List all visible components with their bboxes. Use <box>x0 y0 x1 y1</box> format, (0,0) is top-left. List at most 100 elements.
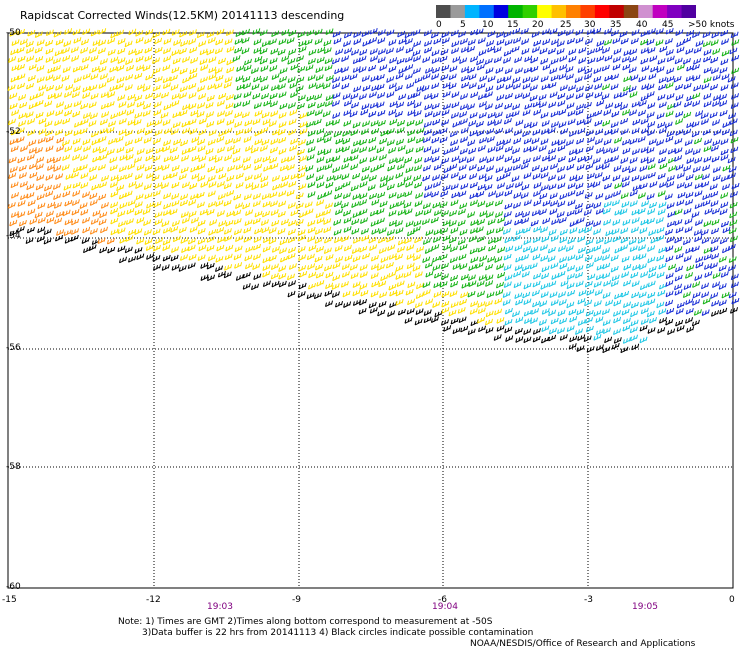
wind-barb <box>180 193 189 201</box>
wind-barb <box>496 325 505 332</box>
wind-barb <box>685 173 694 181</box>
wind-barb <box>585 325 594 333</box>
lon-label: -6 <box>438 595 447 605</box>
wind-barb <box>620 346 629 354</box>
wind-barb <box>586 346 595 353</box>
wind-barb <box>538 319 547 326</box>
wind-barb <box>343 244 352 252</box>
wind-barb <box>64 145 73 153</box>
wind-barb <box>341 74 350 82</box>
wind-barb <box>200 64 209 71</box>
wind-barb <box>559 193 568 200</box>
wind-barb <box>99 127 108 135</box>
wind-barb <box>676 182 685 189</box>
wind-barb <box>640 146 649 153</box>
wind-barb <box>585 92 594 99</box>
wind-barb <box>675 265 683 273</box>
wind-barb <box>702 199 711 207</box>
wind-barb <box>379 64 388 71</box>
wind-barb <box>379 291 388 299</box>
wind-barb <box>152 57 160 64</box>
wind-barb <box>62 154 71 162</box>
wind-barb <box>406 82 415 89</box>
wind-barb <box>595 273 604 281</box>
wind-barb <box>414 236 423 244</box>
wind-barb <box>466 156 475 164</box>
wind-barb <box>199 48 208 56</box>
wind-barb <box>91 183 100 191</box>
wind-barb <box>162 209 171 216</box>
wind-barb <box>424 40 432 47</box>
wind-barb <box>370 263 379 271</box>
wind-barb <box>729 191 738 198</box>
wind-barb <box>26 82 34 90</box>
wind-barb <box>369 102 378 109</box>
wind-barb <box>34 211 43 219</box>
wind-barb <box>412 265 421 272</box>
wind-barb <box>513 202 521 209</box>
wind-barb <box>719 67 728 74</box>
wind-barb <box>674 274 683 282</box>
wind-barb <box>691 211 700 218</box>
wind-barb <box>602 83 610 91</box>
wind-barb <box>521 48 530 55</box>
wind-barb <box>541 336 549 344</box>
wind-barb <box>504 202 513 210</box>
wind-barb <box>252 263 261 271</box>
wind-barb <box>169 146 178 154</box>
wind-barb <box>628 66 637 74</box>
wind-barb <box>494 111 503 119</box>
wind-barb <box>566 282 575 290</box>
wind-barb <box>245 145 253 152</box>
wind-barb <box>224 127 233 135</box>
wind-barb <box>279 164 288 172</box>
wind-barb <box>442 91 451 98</box>
wind-barb <box>630 74 639 81</box>
wind-barb <box>351 201 360 208</box>
wind-barb <box>494 199 503 207</box>
wind-barb <box>196 191 205 199</box>
wind-barb <box>567 110 576 117</box>
wind-barb <box>424 247 433 254</box>
wind-barb <box>371 199 380 206</box>
wind-barb <box>169 208 178 216</box>
wind-barb <box>584 299 593 307</box>
wind-barb <box>38 84 47 92</box>
wind-barb <box>380 129 389 137</box>
wind-barb <box>542 199 551 207</box>
wind-barb <box>547 47 556 55</box>
wind-barb <box>110 112 119 120</box>
wind-barb <box>36 235 45 243</box>
wind-barb <box>297 31 306 38</box>
wind-barb <box>343 120 352 127</box>
wind-barb <box>612 174 621 182</box>
wind-barb <box>152 67 161 75</box>
wind-barb <box>53 30 62 38</box>
wind-barb <box>629 48 638 56</box>
wind-barb <box>360 108 369 116</box>
wind-barb <box>162 173 171 181</box>
wind-barb <box>584 192 593 199</box>
wind-barb <box>280 156 289 164</box>
wind-barb <box>730 136 739 144</box>
wind-barb <box>432 66 440 74</box>
wind-barb <box>19 101 28 109</box>
wind-barb <box>602 292 611 299</box>
wind-barb <box>154 76 163 83</box>
wind-barb <box>182 56 190 63</box>
wind-barb <box>477 37 486 44</box>
wind-barb <box>639 182 648 190</box>
wind-barb <box>18 172 27 179</box>
wind-barb <box>350 184 359 192</box>
wind-barb <box>412 49 421 57</box>
wind-barb <box>684 181 693 189</box>
wind-barb <box>730 273 739 281</box>
wind-barb <box>91 238 100 246</box>
wind-barb <box>512 83 521 90</box>
wind-barb <box>656 254 665 262</box>
wind-barb <box>109 164 118 172</box>
wind-barb <box>8 172 17 180</box>
wind-barb <box>181 246 190 254</box>
wind-barb <box>504 102 513 110</box>
wind-barb <box>685 75 694 82</box>
